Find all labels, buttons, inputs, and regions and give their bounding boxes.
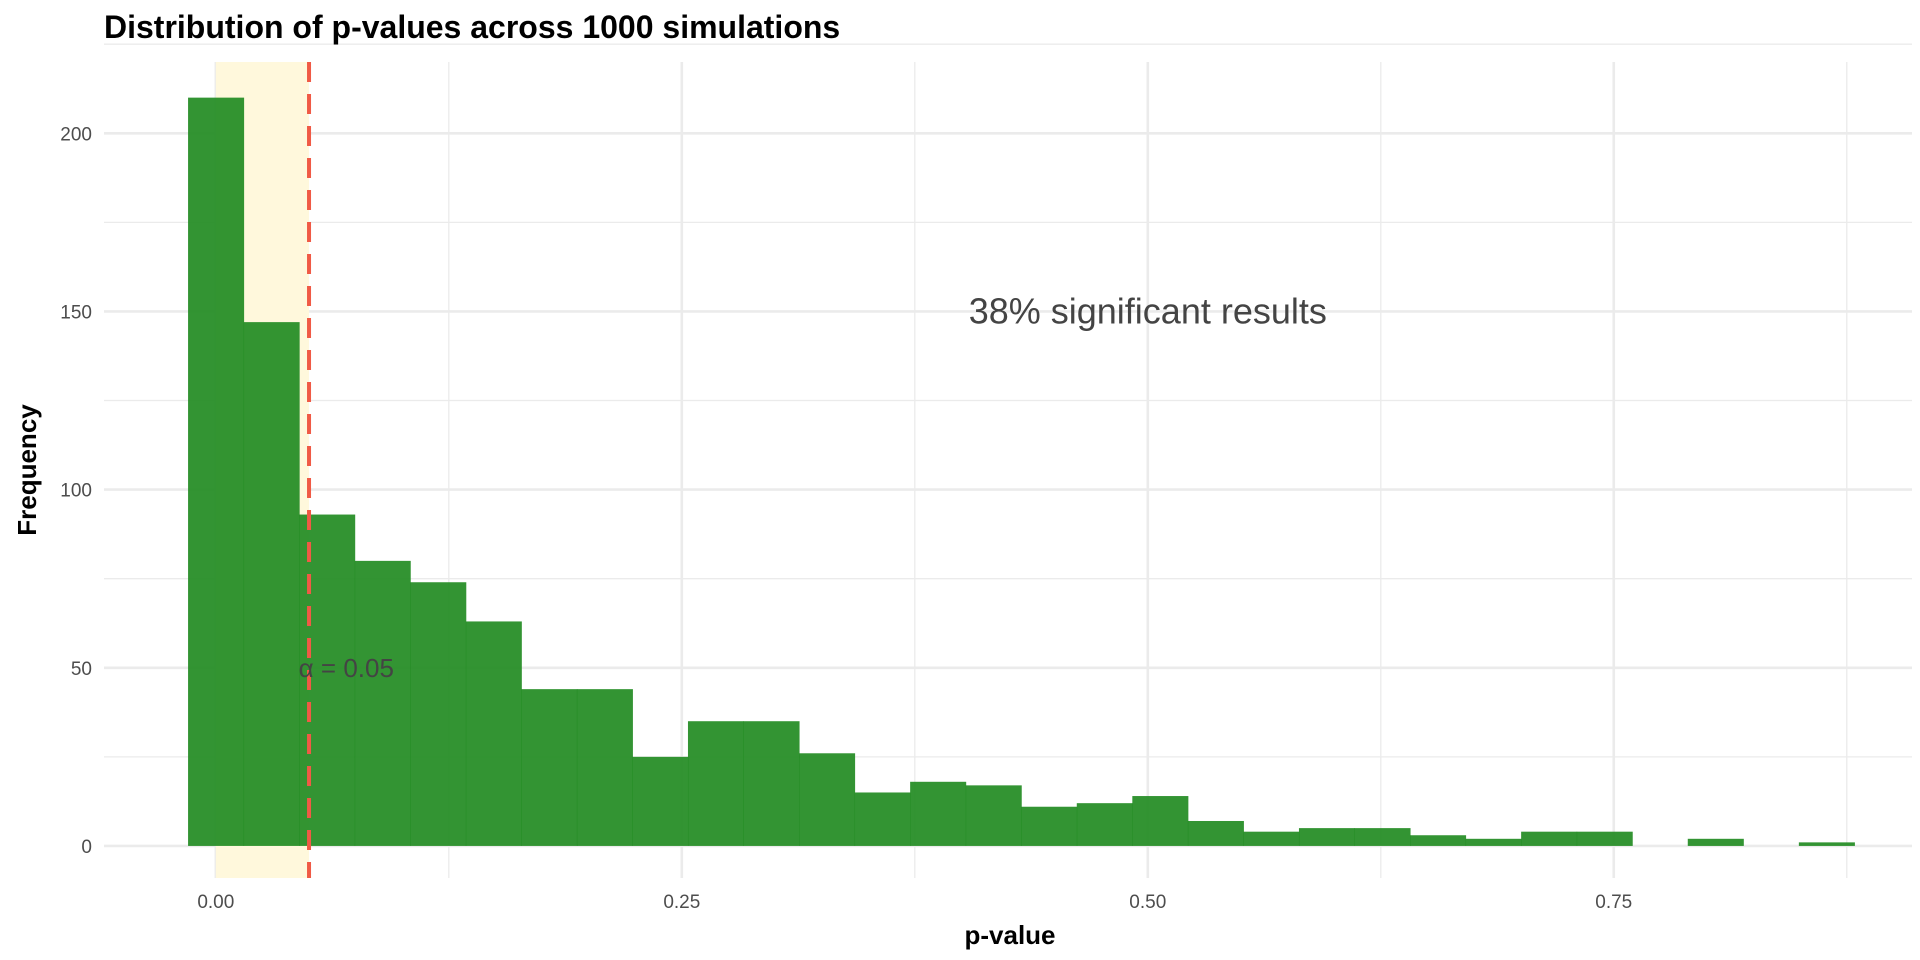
histogram-bar: [743, 721, 800, 846]
histogram-bar: [1410, 835, 1467, 846]
histogram-bar: [465, 621, 522, 846]
tick-labels: 0.00 0.25 0.50 0.75 0 50 100 150 200: [60, 124, 1632, 913]
alpha-threshold-label: α = 0.05: [299, 653, 394, 683]
histogram-bar: [1354, 828, 1411, 846]
histogram-bar: [354, 560, 411, 846]
histogram-bar: [854, 792, 911, 846]
histogram-bar: [1576, 831, 1633, 846]
histogram-bar: [965, 785, 1022, 846]
histogram-bar: [1243, 831, 1300, 846]
histogram-bar: [1465, 838, 1522, 846]
histogram-bar: [1021, 806, 1078, 846]
histogram-bar: [576, 689, 633, 846]
y-tick-label: 50: [71, 659, 92, 680]
histogram-bar: [799, 753, 856, 846]
x-tick-label: 0.50: [1129, 892, 1166, 913]
y-tick-label: 150: [60, 302, 92, 323]
x-tick-label: 0.25: [663, 892, 700, 913]
x-tick-label: 0.00: [197, 892, 234, 913]
histogram-bar: [243, 322, 300, 846]
y-axis-title: Frequency: [12, 404, 42, 536]
histogram-bar: [1076, 803, 1133, 846]
histogram-bar: [410, 582, 467, 846]
histogram-bar: [1521, 831, 1578, 846]
histogram-bar: [188, 97, 245, 846]
histogram-bar: [910, 781, 967, 846]
histogram-bar: [1132, 796, 1189, 846]
histogram-bar: [1187, 820, 1244, 846]
y-tick-label: 100: [60, 481, 92, 502]
histogram-bar: [687, 721, 745, 846]
chart-text-labels: Distribution of p-values across 1000 sim…: [12, 9, 1327, 950]
histogram-bar: [1798, 842, 1855, 846]
chart-title: Distribution of p-values across 1000 sim…: [104, 9, 840, 45]
histogram-bar: [1687, 838, 1744, 846]
histogram-bar: [1298, 828, 1356, 846]
histogram-bars: [188, 97, 1855, 846]
x-axis-title: p-value: [964, 920, 1055, 950]
y-tick-label: 0: [81, 837, 92, 858]
histogram-bar: [521, 689, 578, 846]
x-tick-label: 0.75: [1595, 892, 1632, 913]
histogram-bar: [632, 756, 689, 846]
y-tick-label: 200: [60, 124, 92, 145]
significant-results-annotation: 38% significant results: [969, 290, 1327, 331]
